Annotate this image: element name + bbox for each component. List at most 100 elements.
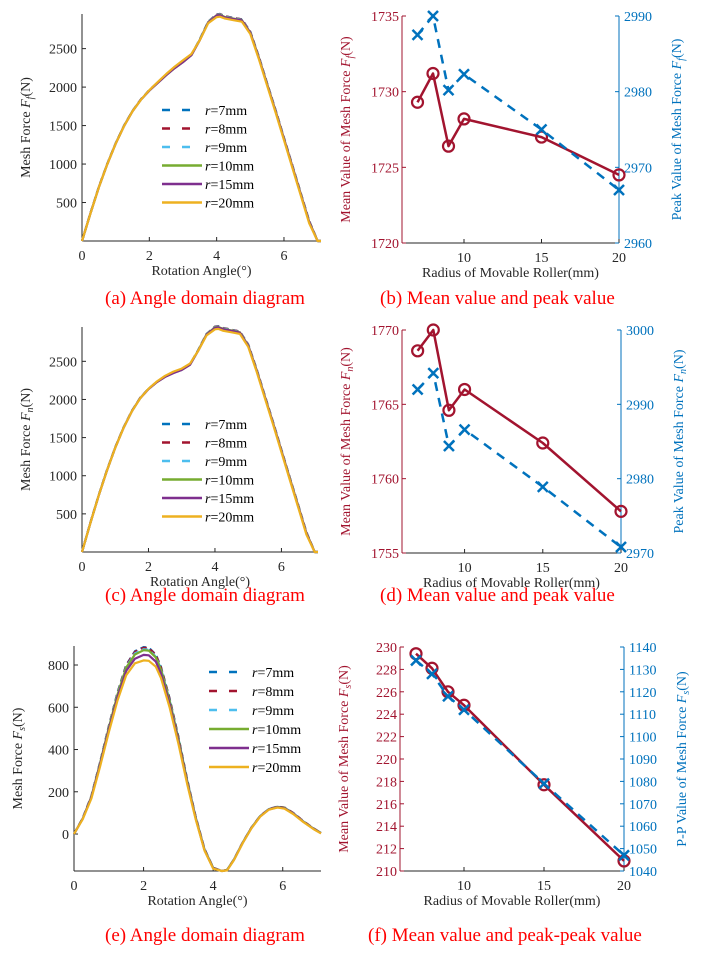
x-tick-label: 2: [146, 249, 153, 264]
series-line-mean: [416, 328, 622, 513]
x-tick-label: 15: [537, 879, 551, 894]
right-y-tick-label: 2980: [626, 473, 654, 488]
series-line-mean: [415, 652, 625, 862]
chart-d: 10 15 20 1755 1760 1765 1770 2970 2980 2990 3000 Ra…: [339, 323, 689, 591]
marker-x-stroke: [538, 777, 550, 790]
y-tick-label: 2500: [49, 355, 77, 370]
right-y-tick-label: 1100: [629, 731, 656, 746]
marker-circle: [534, 130, 549, 144]
marker-circle: [441, 139, 456, 153]
y-tick-label: 1500: [49, 120, 77, 135]
marker-x: [443, 440, 455, 452]
caption-e: (e) Angle domain diagram: [105, 925, 305, 946]
legend-label-r15: r=15mm: [205, 492, 254, 507]
y-tick-label: 2000: [49, 393, 77, 408]
left-y-tick-label: 1720: [371, 237, 399, 252]
left-y-tick-label: 1755: [371, 547, 399, 562]
x-axis-label: Rotation Angle(°): [151, 264, 251, 279]
y-tick-label: 400: [48, 744, 69, 759]
y-tick-label: 600: [48, 701, 69, 716]
legend-label-r8: r=8mm: [205, 437, 247, 452]
x-tick-label: 0: [79, 560, 86, 575]
left-y-tick-label: 1730: [371, 86, 399, 101]
left-y-tick-label: 1765: [371, 398, 399, 413]
left-y-tick-label: 228: [376, 663, 397, 678]
y-tick-label: 1000: [49, 158, 77, 173]
x-tick-label: 20: [612, 251, 626, 266]
legend-label-r15: r=15mm: [252, 742, 301, 757]
x-tick-label: 10: [457, 251, 471, 266]
x-tick-label: 4: [211, 560, 218, 575]
marker-x: [442, 84, 455, 97]
left-y-tick-label: 1760: [371, 473, 399, 488]
left-y-axis-label: Mean Value of Mesh Force Ff(N): [339, 36, 356, 223]
left-y-tick-label: 222: [376, 731, 397, 746]
left-y-tick-label: 218: [376, 775, 397, 790]
y-tick-label: 500: [56, 508, 77, 523]
marker-x-stroke: [442, 690, 454, 703]
x-axis-label: Radius of Movable Roller(mm): [424, 894, 601, 909]
series-line-peak: [416, 371, 622, 549]
caption-f: (f) Mean value and peak-peak value: [368, 925, 642, 946]
legend-label-r9: r=9mm: [205, 141, 247, 156]
marker-circle: [536, 436, 550, 450]
x-tick-label: 0: [79, 249, 86, 264]
x-tick-label: 2: [140, 879, 147, 894]
legend-label-r10: r=10mm: [205, 474, 254, 489]
marker-circle: [426, 66, 440, 81]
y-axis-label: Mesh Force Fs(N): [11, 707, 28, 809]
right-y-tick-label: 2990: [624, 10, 652, 25]
y-tick-label: 1000: [49, 470, 77, 485]
legend-label-r7: r=7mm: [205, 418, 247, 433]
y-tick-label: 2000: [49, 81, 77, 96]
marker-x-stroke: [458, 703, 470, 716]
left-y-tick-label: 226: [376, 686, 397, 701]
marker-x: [411, 29, 424, 41]
caption-a: (a) Angle domain diagram: [105, 288, 305, 309]
left-y-tick-label: 220: [376, 753, 397, 768]
series-line-r20: [80, 327, 318, 554]
x-axis-label: Radius of Movable Roller(mm): [422, 266, 599, 281]
legend: r=7mm r=8mm r=9mm r=10mm r=15mm r=20mm: [162, 418, 254, 526]
x-axis-label: Rotation Angle(°): [150, 575, 250, 590]
x-tick-label: 15: [536, 561, 550, 576]
series-line-r20: [80, 15, 321, 243]
legend-label-r20: r=20mm: [205, 511, 254, 526]
marker-x: [535, 123, 548, 136]
marker-circle: [411, 344, 425, 358]
y-tick-label: 800: [48, 659, 69, 674]
caption-d: (d) Mean value and peak value: [380, 585, 615, 606]
series-line-r7: [80, 12, 321, 243]
legend-label-r9: r=9mm: [205, 455, 247, 470]
legend-label-r8: r=8mm: [205, 123, 247, 138]
marker-x-stroke: [536, 480, 549, 493]
marker-x-stroke: [427, 10, 439, 22]
marker-circle: [614, 504, 628, 518]
right-y-tick-label: 1130: [629, 663, 656, 678]
marker-x-stroke: [427, 367, 440, 379]
chart-f: 10 15 20 210 212 214 216 218 220 222 224 226 228 230 1…: [337, 641, 692, 909]
legend-label-r15: r=15mm: [205, 178, 254, 193]
right-y-tick-label: 2970: [624, 161, 652, 176]
marker-x-stroke: [410, 654, 422, 667]
right-y-tick-label: 2980: [624, 86, 652, 101]
left-y-tick-label: 1735: [371, 10, 399, 25]
left-y-tick-label: 212: [376, 843, 397, 858]
marker-x-stroke: [443, 440, 455, 452]
legend-label-r7: r=7mm: [205, 104, 247, 119]
x-tick-label: 20: [617, 879, 631, 894]
y-tick-label: 500: [56, 197, 77, 212]
left-y-tick-label: 224: [376, 708, 397, 723]
marker-x: [538, 777, 550, 790]
marker-x-stroke: [535, 123, 548, 136]
marker-x: [615, 541, 627, 553]
x-tick-label: 10: [458, 561, 472, 576]
right-y-axis-label: Peak Value of Mesh Force Ff(N): [670, 38, 687, 220]
marker-x: [427, 367, 440, 379]
right-y-tick-label: 1080: [629, 775, 657, 790]
series-line-r8: [80, 325, 318, 554]
x-tick-label: 20: [614, 561, 628, 576]
y-tick-label: 2500: [49, 43, 77, 58]
marker-x-stroke: [618, 849, 630, 862]
legend-label-r10: r=10mm: [252, 723, 301, 738]
